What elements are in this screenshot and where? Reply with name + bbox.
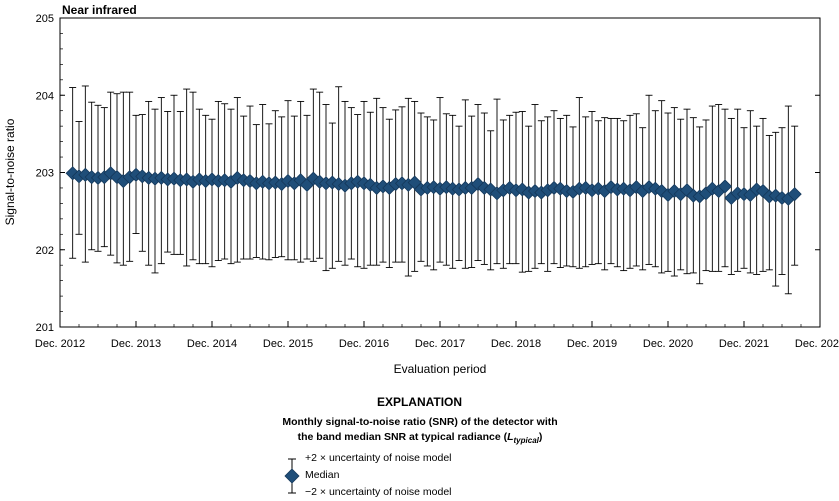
x-tick-label: Dec. 2012 (35, 338, 85, 350)
median-marker (787, 187, 802, 202)
error-bar (639, 127, 647, 271)
median-marker (293, 173, 308, 188)
explanation-line-2-suffix: ) (538, 431, 543, 443)
y-tick-label: 205 (36, 13, 54, 25)
error-bar (696, 126, 704, 285)
error-bar (645, 94, 653, 265)
legend-symbol (284, 458, 300, 494)
median-marker (717, 179, 733, 194)
error-bar (354, 114, 362, 268)
explanation-description: Monthly signal-to-noise ratio (SNR) of t… (240, 415, 600, 448)
y-tick-label: 204 (36, 90, 54, 102)
x-axis-title: Evaluation period (394, 362, 487, 376)
data-marks (65, 85, 802, 295)
error-bar (202, 114, 210, 265)
median-marker (679, 183, 695, 198)
error-bar (335, 86, 343, 262)
y-tick-label: 201 (36, 322, 54, 334)
error-bar (430, 119, 438, 271)
x-tick-label: Dec. 2019 (567, 338, 617, 350)
error-bar (436, 97, 444, 263)
x-tick-label: Dec. 2013 (111, 338, 161, 350)
x-tick-label: Dec. 2018 (491, 338, 541, 350)
y-tick-label: 202 (36, 245, 54, 257)
error-bar (487, 130, 495, 271)
median-marker (629, 180, 644, 195)
median-marker (103, 166, 118, 181)
x-tick-label: Dec. 2016 (339, 338, 389, 350)
legend-lower-label: −2 × uncertainty of noise model (305, 486, 452, 498)
radiance-symbol: L (507, 431, 514, 443)
x-axis: Dec. 2012 Dec. 2013 Dec. 2014 Dec. 2015 Dec.… (35, 321, 839, 350)
error-bar (328, 122, 336, 269)
y-tick-label: 203 (36, 168, 54, 180)
explanation-line-2: the band median SNR at typical radiance … (240, 430, 600, 448)
error-bar (493, 98, 501, 265)
error-bar (240, 115, 248, 260)
y-axis: 201 202 203 204 205 (36, 13, 820, 334)
explanation-line-2-prefix: the band median SNR at typical radiance … (297, 431, 508, 443)
x-tick-label: Dec. 2015 (263, 338, 313, 350)
error-bar (208, 118, 216, 268)
error-bar (265, 123, 273, 261)
error-bar (151, 108, 159, 274)
median-marker (654, 183, 669, 199)
explanation-line-1: Monthly signal-to-noise ratio (SNR) of t… (282, 416, 558, 428)
x-tick-label: Dec. 2014 (187, 338, 237, 350)
panel-title: Near infrared (62, 3, 137, 17)
median-marker (483, 182, 498, 197)
legend-upper-label: +2 × uncertainty of noise model (305, 452, 452, 464)
y-axis-title: Signal-to-noise ratio (3, 118, 17, 225)
x-tick-label: Dec. 2017 (415, 338, 465, 350)
error-bar (252, 124, 260, 258)
legend-median-marker (284, 468, 300, 484)
error-bar (753, 125, 761, 275)
radiance-subscript: typical (513, 436, 539, 446)
legend-median-label: Median (305, 469, 340, 481)
x-tick-label: Dec. 2020 (643, 338, 693, 350)
x-tick-label: Dec. 2021 (719, 338, 769, 350)
median-marker (65, 166, 80, 181)
explanation-heading: EXPLANATION (376, 395, 463, 409)
error-bar (772, 131, 780, 287)
